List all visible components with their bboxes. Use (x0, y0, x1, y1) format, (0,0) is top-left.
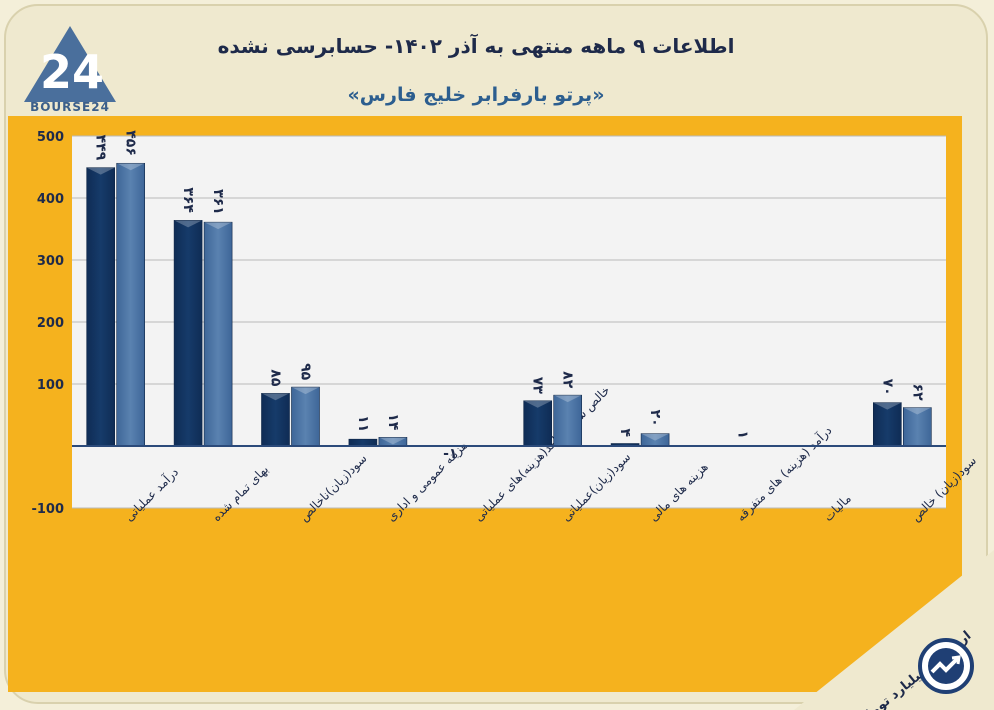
bar (348, 438, 378, 447)
bar (872, 402, 902, 447)
x-tick-label: سود(زیان) خالص (909, 454, 980, 525)
bar-cap (378, 437, 407, 445)
bar-cap (261, 393, 290, 401)
data-label: ۸۲ (560, 371, 576, 389)
data-label: ۷۰ (879, 379, 895, 396)
x-tick-label: سود(زیان)عملیاتی (559, 450, 634, 525)
unit-badge: ارقام به میلیارد تومان (764, 550, 994, 710)
x-tick-label: سود(زیان)ناخالص (297, 451, 371, 525)
data-label: ۶۲ (909, 384, 925, 402)
y-tick-label: 200 (37, 316, 64, 331)
data-label: ۴۴۹ (93, 135, 109, 161)
x-tick-label: بهای تمام شده (209, 462, 271, 524)
bar (291, 386, 320, 447)
y-tick-label: 500 (37, 130, 64, 145)
data-label: ۳۶۱ (210, 189, 226, 215)
y-tick-label: 100 (37, 378, 64, 393)
bourse24-logo: 24 (24, 26, 116, 102)
bar (261, 392, 290, 447)
bar-cap (553, 395, 582, 403)
bar-cap (204, 222, 233, 230)
bar-cap (86, 167, 115, 175)
data-label: ۱ (735, 430, 751, 439)
bar-cap (523, 400, 552, 408)
data-label: ۸۵ (268, 369, 284, 387)
bar (173, 220, 203, 447)
data-label: ۳۶۴ (180, 187, 196, 213)
data-label: ۱۴ (385, 413, 401, 431)
bar (203, 221, 233, 447)
x-tick-label: درآمد عملیاتی (121, 464, 182, 525)
logo-text: BOURSE24 (30, 100, 110, 114)
data-label: ۲۰ (647, 410, 663, 427)
bar-cap (174, 220, 203, 228)
bar (902, 407, 932, 447)
x-tick-label: هزینه های مالی (646, 460, 711, 525)
data-label: ۴۵۶ (123, 130, 139, 156)
page-subtitle: «پرتو بارفرابر خلیج فارس» (347, 84, 605, 106)
data-label: ۷۳ (530, 377, 546, 395)
data-label: ۹۵ (298, 363, 314, 381)
bar-cap (291, 387, 320, 395)
y-tick-label: -100 (31, 502, 64, 517)
logo-triangle (24, 26, 116, 102)
bar-cap (903, 407, 932, 415)
page-title: اطلاعات ۹ ماهه منتهی به آذر ۱۴۰۲- حسابرس… (217, 34, 735, 58)
brand-trend-icon (918, 638, 974, 694)
bar (86, 167, 115, 447)
bar (116, 162, 145, 447)
bar (553, 394, 583, 447)
y-tick-label: 300 (37, 254, 64, 269)
data-label: ۱۱ (355, 415, 371, 432)
data-label: ۴ (617, 429, 633, 438)
bar-cap (116, 163, 145, 171)
data-label: -۱ (443, 446, 457, 462)
x-tick-label: هزینه عمومی و اداری (384, 438, 471, 525)
logo-mark: 24 (40, 45, 104, 99)
bar-cap (873, 402, 902, 410)
bar-cap (641, 433, 670, 441)
y-tick-label: 400 (37, 192, 64, 207)
